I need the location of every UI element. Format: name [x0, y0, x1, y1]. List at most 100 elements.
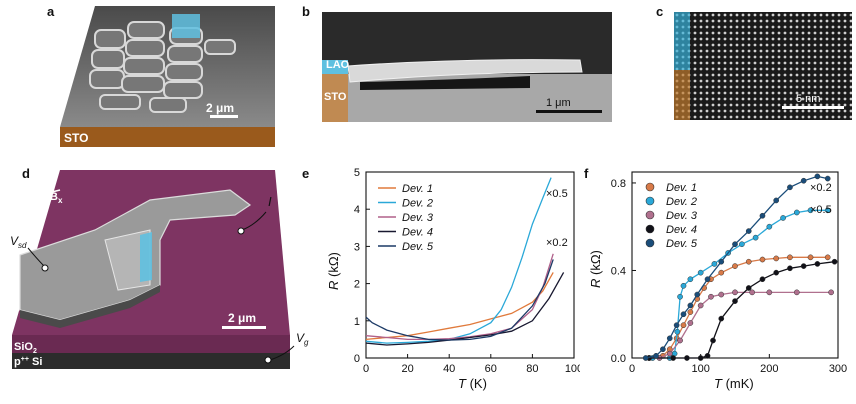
legend-label: Dev. 3	[402, 212, 434, 224]
data-point	[800, 263, 807, 269]
legend-marker	[645, 210, 655, 220]
lao-layer	[322, 60, 348, 74]
data-point	[653, 352, 659, 359]
data-point	[807, 254, 814, 261]
x-tick-label: 300	[829, 363, 847, 375]
substrate-sto-a	[60, 127, 275, 147]
legend-label: Dev. 2	[666, 196, 697, 208]
scale-note-f1: ×0.2	[810, 182, 832, 194]
bz-label: Bz	[36, 171, 48, 185]
data-point	[793, 209, 800, 216]
data-point	[732, 289, 738, 296]
series-line-4	[365, 272, 565, 346]
panel-f: f 0 100 200 300 0.0 0.4 0.8 Dev. 1 Dev. 2 Dev. 3…	[578, 160, 856, 404]
data-point	[718, 291, 725, 298]
data-point	[814, 173, 821, 180]
lao-highlight-a	[172, 14, 200, 38]
vg-label: Vg	[296, 331, 309, 347]
data-point	[745, 285, 752, 291]
data-point	[739, 241, 745, 248]
data-point	[711, 261, 718, 267]
si-substrate	[12, 353, 290, 369]
scale-label-a: 2 μm	[206, 101, 234, 115]
data-point	[666, 335, 673, 342]
data-point	[684, 355, 690, 361]
legend-label: Dev. 4	[666, 224, 697, 236]
data-point	[766, 289, 773, 296]
data-point	[766, 223, 773, 230]
x-axis-label-e: T (K)	[458, 376, 487, 391]
chart-f: 0 100 200 300 0.0 0.4 0.8 Dev. 1 Dev. 2 Dev. 3 De…	[588, 171, 847, 391]
legend-label: Dev. 5	[402, 241, 434, 253]
panel-label-a: a	[47, 4, 55, 19]
series-line-3	[365, 253, 554, 341]
panel-c: c 5 nm	[656, 0, 856, 150]
sto-column-c	[674, 70, 690, 120]
panel-e: e 0 20 40 60 80 100 0 1 2 3 4 5 Dev. 1 Dev. 2 Dev. 3 D…	[300, 160, 580, 404]
data-point	[828, 289, 834, 296]
data-point	[680, 311, 687, 318]
sto-label-b: STO	[324, 91, 347, 103]
data-point	[749, 289, 756, 296]
bent-membrane	[347, 59, 583, 83]
x-tick-label: 60	[485, 363, 497, 375]
legend-marker	[645, 182, 655, 192]
legend-label: Dev. 2	[402, 198, 433, 210]
x-tick-label: 100	[565, 363, 580, 375]
data-point	[704, 276, 711, 283]
plot-frame-e	[365, 171, 575, 359]
x-tick-label: 40	[443, 363, 455, 375]
data-point	[793, 289, 800, 296]
data-point	[745, 258, 752, 265]
y-tick-label: 5	[354, 167, 360, 179]
data-point	[759, 212, 766, 219]
x-tick-label: 100	[691, 363, 709, 375]
lao-highlight-d	[140, 232, 152, 282]
chart-e: 0 20 40 60 80 100 0 1 2 3 4 5 Dev. 1 Dev. 2 Dev. 3 Dev…	[326, 167, 580, 391]
data-point	[687, 309, 694, 315]
stem-image-c: 5 nm	[674, 12, 852, 120]
scale-label-d: 2 μm	[228, 311, 256, 325]
panel-label-b: b	[302, 4, 310, 19]
data-point	[718, 269, 725, 276]
data-point	[732, 241, 738, 248]
sem-image-a: STO 2 μm	[60, 6, 275, 147]
data-point	[759, 276, 766, 283]
x-tick-label: 0	[363, 363, 369, 375]
data-point	[704, 352, 711, 359]
y-tick-label: 0.0	[611, 353, 626, 365]
data-point	[759, 256, 766, 263]
vsd-label: Vsd	[10, 234, 27, 250]
panel-label-d: d	[22, 166, 30, 181]
scale-note-f2: ×0.5	[810, 204, 832, 216]
x-tick-label: 200	[760, 363, 778, 375]
data-point	[718, 315, 725, 322]
data-point	[660, 346, 666, 353]
legend-label: Dev. 4	[402, 227, 433, 239]
x-tick-label: 0	[629, 363, 635, 375]
data-point	[697, 355, 704, 361]
data-point	[694, 291, 701, 298]
panel-a: a STO 2 μm	[0, 0, 300, 150]
y-tick-label: 1	[354, 316, 360, 328]
psi-label: p++ Si	[14, 356, 42, 368]
data-point	[773, 255, 780, 262]
data-point	[642, 355, 649, 361]
panel-d: d Bz Bx By Vsd I Vg 2 μm	[0, 160, 310, 404]
x-tick-label: 20	[401, 363, 413, 375]
current-label: I	[268, 194, 272, 209]
data-point	[708, 293, 714, 300]
data-point	[831, 258, 838, 265]
data-point	[787, 184, 793, 191]
panel-label-f: f	[584, 166, 589, 181]
series-line-2	[365, 177, 552, 344]
data-point	[814, 261, 821, 267]
data-point	[687, 276, 694, 283]
plot-frame-f	[631, 171, 839, 359]
y-tick-label: 4	[354, 204, 360, 216]
scale-note-e1: ×0.5	[546, 188, 568, 200]
data-point	[680, 282, 687, 289]
y-tick-label: 0.4	[611, 265, 626, 277]
series-line-5	[365, 259, 554, 341]
scale-bar-a	[210, 115, 238, 118]
